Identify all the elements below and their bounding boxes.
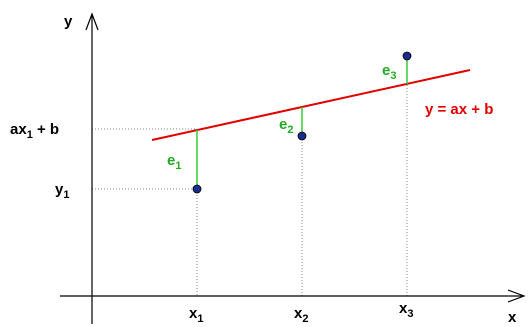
data-point-3 bbox=[402, 51, 412, 61]
x-axis-arrow-icon bbox=[507, 289, 526, 303]
x-tick-1: x1 bbox=[189, 305, 203, 325]
y-axis-arrow-icon bbox=[85, 12, 99, 31]
residual-label-e3: e3 bbox=[382, 62, 396, 82]
x-tick-2: x2 bbox=[294, 305, 308, 325]
x-tick-3: x3 bbox=[399, 300, 413, 320]
residual-label-e2: e2 bbox=[279, 116, 293, 136]
y-tick-observed: y1 bbox=[55, 181, 69, 201]
data-point-1 bbox=[192, 184, 202, 194]
regression-line bbox=[151, 69, 471, 141]
x-axis-label: x bbox=[508, 309, 517, 326]
data-point-2 bbox=[297, 131, 307, 141]
y-axis-label: y bbox=[64, 13, 73, 30]
residual-label-e1: e1 bbox=[167, 152, 181, 172]
equation-label: y = ax + b bbox=[425, 101, 493, 118]
y-tick-fitted: ax1 + b bbox=[10, 121, 59, 141]
